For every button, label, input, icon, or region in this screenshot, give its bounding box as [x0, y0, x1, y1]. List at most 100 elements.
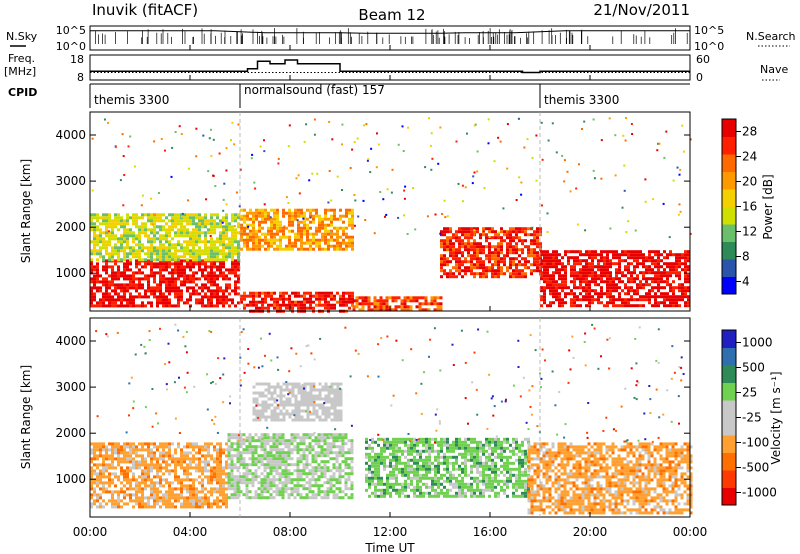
data-cell — [473, 239, 476, 243]
data-cell — [591, 250, 594, 254]
data-cell — [111, 466, 114, 470]
data-cell — [592, 118, 595, 121]
data-cell — [150, 496, 153, 500]
data-cell — [129, 234, 132, 238]
data-cell — [521, 257, 524, 261]
data-cell — [168, 298, 171, 302]
data-cell — [666, 283, 669, 287]
data-cell — [260, 493, 264, 497]
data-cell — [219, 487, 222, 491]
data-cell — [225, 252, 228, 256]
data-cell — [338, 496, 342, 500]
data-cell — [276, 297, 279, 301]
data-cell — [204, 258, 207, 262]
data-cell — [332, 472, 336, 476]
data-cell — [660, 259, 663, 263]
data-cell — [216, 301, 219, 305]
data-cell — [678, 286, 681, 290]
data-cell — [282, 303, 285, 307]
data-cell — [279, 409, 283, 413]
data-cell — [669, 271, 672, 275]
data-cell — [269, 454, 273, 458]
data-cell — [466, 132, 468, 135]
data-cell — [458, 272, 461, 276]
data-cell — [633, 268, 636, 272]
data-cell — [309, 397, 313, 401]
data-cell — [207, 265, 210, 269]
data-cell — [281, 493, 285, 497]
data-cell — [270, 385, 274, 389]
data-cell — [230, 484, 234, 488]
data-cell — [600, 280, 603, 284]
data-cell — [96, 265, 99, 269]
data-cell — [305, 487, 309, 491]
data-cell — [488, 254, 491, 258]
data-cell — [324, 303, 327, 307]
data-cell — [186, 228, 189, 232]
data-cell — [159, 442, 162, 446]
data-cell — [273, 306, 276, 310]
data-cell — [195, 289, 198, 293]
data-cell — [150, 268, 153, 272]
data-cell — [564, 250, 567, 254]
data-cell — [627, 256, 630, 260]
data-cell — [285, 403, 289, 407]
data-cell — [467, 260, 470, 264]
freq-left-tick-bottom: 8 — [77, 71, 84, 84]
data-cell — [487, 142, 490, 145]
data-cell — [494, 248, 497, 252]
data-cell — [195, 451, 198, 455]
data-cell — [159, 298, 162, 302]
data-cell — [294, 403, 298, 407]
data-cell — [263, 466, 267, 470]
data-cell — [612, 301, 615, 305]
data-cell — [120, 490, 123, 494]
data-cell — [213, 466, 216, 470]
data-cell — [105, 259, 108, 263]
data-cell — [446, 248, 449, 252]
data-cell — [581, 128, 583, 130]
data-cell — [624, 301, 627, 305]
data-cell — [216, 240, 219, 244]
data-cell — [219, 460, 222, 464]
data-cell — [150, 289, 153, 293]
data-cell — [269, 487, 273, 491]
data-cell — [355, 296, 359, 300]
data-cell — [165, 496, 168, 500]
data-cell — [275, 490, 279, 494]
data-cell — [302, 433, 306, 437]
data-cell — [135, 237, 138, 241]
data-cell — [606, 277, 609, 281]
data-cell — [198, 255, 201, 259]
data-cell — [168, 472, 171, 476]
data-cell — [311, 448, 315, 452]
data-cell — [122, 204, 125, 207]
data-cell — [165, 451, 168, 455]
data-cell — [192, 466, 195, 470]
data-cell — [370, 308, 374, 312]
data-cell — [159, 234, 162, 238]
data-cell — [606, 250, 609, 254]
data-cell — [315, 208, 318, 212]
data-cell — [192, 243, 195, 247]
data-cell — [183, 505, 186, 509]
data-cell — [225, 505, 228, 509]
data-cell — [132, 286, 135, 290]
data-cell — [385, 296, 389, 300]
data-cell — [96, 213, 99, 217]
data-cell — [279, 397, 283, 401]
data-cell — [309, 391, 313, 395]
data-cell — [651, 304, 654, 308]
data-cell — [558, 301, 561, 305]
data-cell — [201, 502, 204, 506]
data-cell — [330, 223, 333, 227]
data-cell — [108, 490, 111, 494]
data-cell — [470, 260, 473, 264]
data-cell — [266, 454, 270, 458]
data-cell — [464, 248, 467, 252]
data-cell — [135, 478, 138, 482]
data-cell — [633, 259, 636, 263]
data-cell — [123, 265, 126, 269]
data-cell — [279, 223, 282, 227]
data-cell — [436, 308, 440, 312]
